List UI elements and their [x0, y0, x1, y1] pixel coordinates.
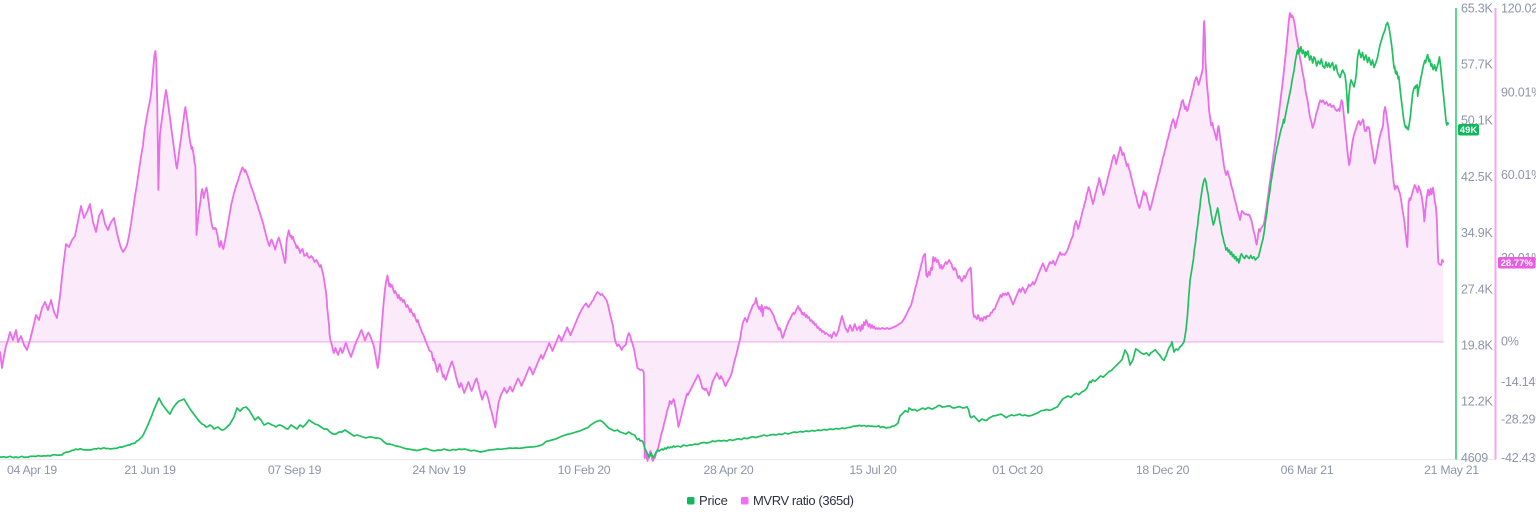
svg-text:Price: Price	[699, 493, 728, 508]
svg-text:07 Sep 19: 07 Sep 19	[268, 463, 322, 477]
svg-text:18 Dec 20: 18 Dec 20	[1136, 463, 1190, 477]
svg-text:28 Apr 20: 28 Apr 20	[704, 463, 754, 477]
svg-text:-14.14%: -14.14%	[1501, 375, 1536, 389]
svg-text:90.01%: 90.01%	[1501, 86, 1536, 100]
svg-text:15 Jul 20: 15 Jul 20	[849, 463, 897, 477]
svg-text:49K: 49K	[1460, 125, 1478, 136]
svg-text:65.3K: 65.3K	[1461, 1, 1494, 15]
svg-text:28.77%: 28.77%	[1501, 258, 1534, 269]
svg-text:19.8K: 19.8K	[1461, 339, 1494, 353]
svg-text:04 Apr 19: 04 Apr 19	[7, 463, 57, 477]
svg-text:0%: 0%	[1501, 334, 1519, 348]
svg-text:21 May 21: 21 May 21	[1424, 463, 1479, 477]
svg-text:12.2K: 12.2K	[1461, 395, 1494, 409]
svg-text:4609: 4609	[1461, 451, 1488, 465]
svg-text:60.01%: 60.01%	[1501, 168, 1536, 182]
svg-text:42.5K: 42.5K	[1461, 170, 1494, 184]
svg-text:06 Mar 21: 06 Mar 21	[1281, 463, 1334, 477]
svg-text:27.4K: 27.4K	[1461, 282, 1494, 296]
svg-text:-42.43%: -42.43%	[1501, 451, 1536, 465]
svg-text:21 Jun 19: 21 Jun 19	[124, 463, 176, 477]
svg-text:120.02%: 120.02%	[1501, 1, 1536, 15]
svg-text:MVRV ratio (365d): MVRV ratio (365d)	[753, 493, 854, 508]
svg-text:10 Feb 20: 10 Feb 20	[558, 463, 611, 477]
svg-text:-28.29%: -28.29%	[1501, 412, 1536, 426]
svg-text:24 Nov 19: 24 Nov 19	[412, 463, 466, 477]
svg-text:57.7K: 57.7K	[1461, 58, 1494, 72]
svg-text:01 Oct 20: 01 Oct 20	[992, 463, 1043, 477]
svg-text:34.9K: 34.9K	[1461, 226, 1494, 240]
